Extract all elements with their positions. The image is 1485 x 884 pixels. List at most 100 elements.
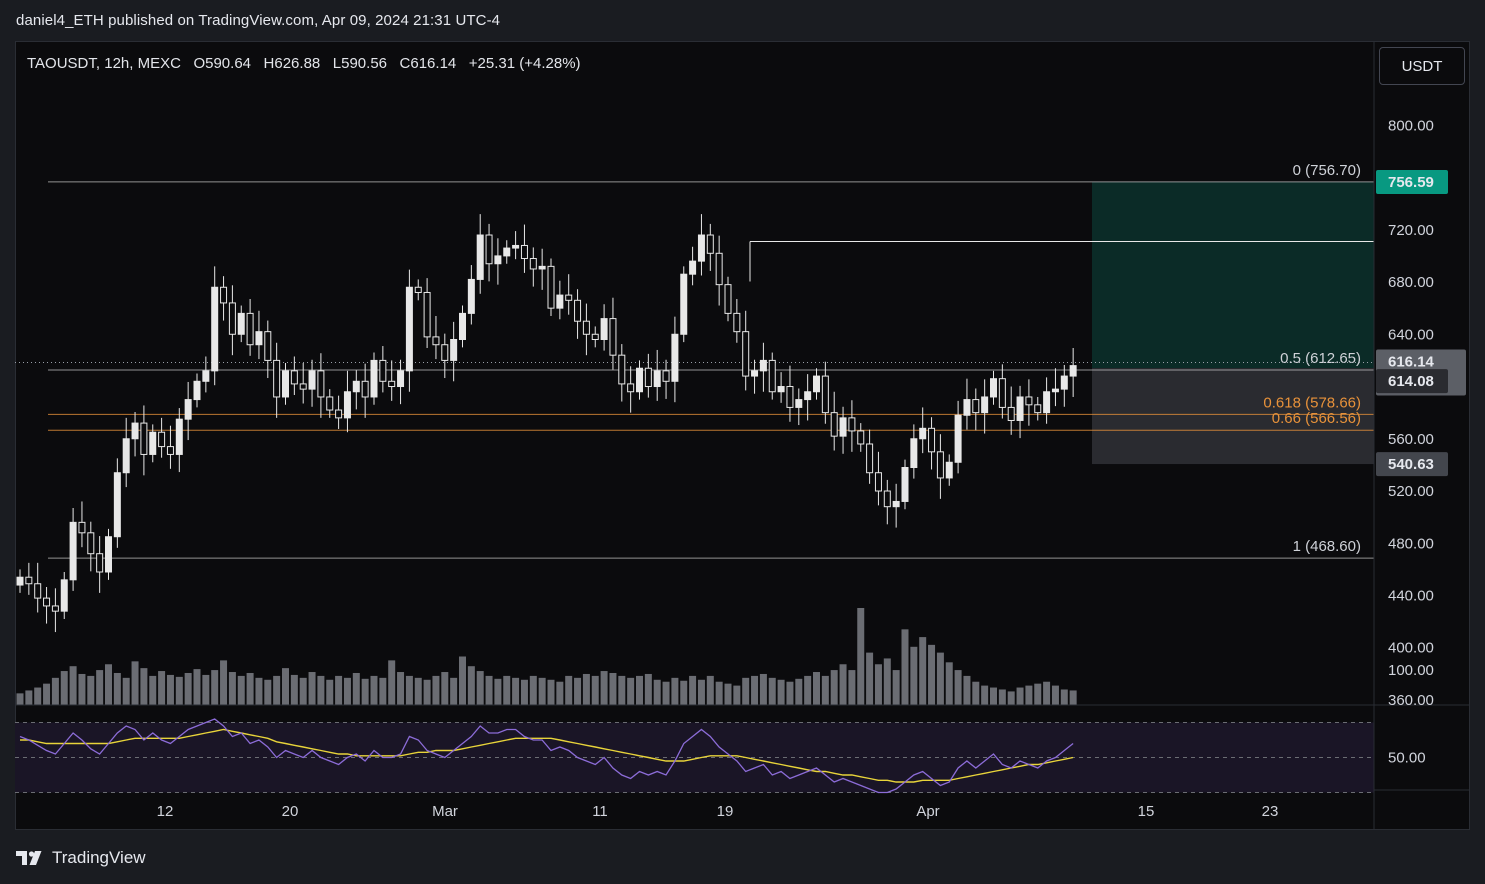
volume-bar [335,675,343,705]
volume-bar [228,672,236,705]
candle-body [529,258,537,270]
volume-bar [600,671,608,705]
volume-bar [795,678,803,705]
volume-bar [343,677,351,705]
candle-body [290,370,298,385]
volume-bar [538,677,546,705]
candle-body [715,252,723,286]
volume-bar [857,608,865,705]
candle-body [25,576,33,585]
candle-body [87,532,95,555]
volume-bar [1069,690,1077,705]
candle-body [998,378,1006,408]
candle-body [821,375,829,414]
volume-bar [414,677,422,705]
time-axis-tick: 23 [1262,803,1279,820]
volume-bar [273,675,281,705]
currency-button[interactable]: USDT [1379,47,1465,85]
candle-body [936,451,944,479]
volume-bar [786,681,794,705]
candle-body [476,234,484,280]
volume-bar [290,674,298,705]
rsi-pane: 100.00 50.00 [15,662,1470,794]
rsi-axis-tick: 100.00 [1388,662,1434,679]
volume-bar [636,675,643,705]
candle-body [1069,365,1077,377]
volume-bar [326,679,334,705]
rsi-ma-line [20,728,1074,783]
volume-bar [352,672,360,705]
candle-body [1051,388,1059,393]
tradingview-logo-icon [16,851,42,865]
volume-bar [892,670,900,705]
volume-bar [317,675,325,705]
ohlc-legend: TAOUSDT, 12h, MEXC O590.64 H626.88 L590.… [27,55,581,72]
candle-body [184,399,192,420]
volume-bar [34,687,42,705]
candle-body [689,260,697,275]
fib-label: 0 (756.70) [1293,162,1361,179]
candle-body [158,431,166,448]
volume-bar [529,675,537,705]
volume-bar [87,675,95,705]
volume-bar [246,672,254,705]
volume-bar [804,675,812,705]
candle-body [928,427,936,453]
price-tag-label: 614.08 [1388,373,1434,390]
volume-bar [459,656,466,705]
price-tag [1376,369,1448,394]
volume-bar [441,672,449,705]
volume-bar [193,669,201,705]
volume-bar [751,675,759,705]
volume-bar [813,672,820,705]
candle-body [591,333,599,341]
candle-body [697,234,705,262]
volume-bar [299,677,307,705]
candle-body [1043,391,1051,414]
candle-body [919,427,927,440]
candle-body [361,380,369,398]
volume-bar [211,670,219,705]
rsi-axis-tick: 50.00 [1388,750,1426,767]
volume-bar [706,675,714,705]
candle-body [140,422,148,455]
volume-bar [919,637,927,705]
legend-open: 590.64 [205,55,252,72]
volume-bar [520,679,528,705]
volume-bar [839,664,847,705]
time-axis-tick: 11 [592,803,608,820]
candle-body [273,359,281,398]
volume-bar [105,664,112,705]
price-tag [1376,169,1448,194]
price-tag-label: 756.59 [1388,174,1434,191]
candle-body [1007,406,1015,421]
candle-body [972,399,980,414]
volume-bar [910,646,918,705]
candle-body [51,605,59,612]
candle-body [308,370,316,390]
candle-body [724,284,732,314]
volume-bar [96,670,104,705]
legend-close: 616.14 [410,55,457,72]
volume-bar [582,673,590,705]
target-zone [1092,181,1374,369]
volume-bar [184,672,192,705]
legend-symbol: TAOUSDT, 12h, MEXC [27,55,181,72]
volume-bar [60,671,68,705]
candle-body [352,380,360,393]
candle-body [1034,404,1042,414]
candle-body [149,431,157,455]
tradingview-footer[interactable]: TradingView [16,848,146,868]
candle-body [759,359,767,372]
candle-body [768,359,776,393]
volume-bar [1034,683,1042,705]
volume-bar [556,681,564,705]
price-chart[interactable]: 0 (756.70) 0.5 (612.65) 0.618 (578.66)0.66… [15,41,1470,830]
candle-body [237,312,245,335]
price-tag-label: 540.63 [1388,456,1434,473]
candle-body [503,247,511,257]
candle-body [892,500,900,508]
candle-body [467,278,475,314]
volume-bar [503,675,511,705]
volume-bar [308,672,316,705]
